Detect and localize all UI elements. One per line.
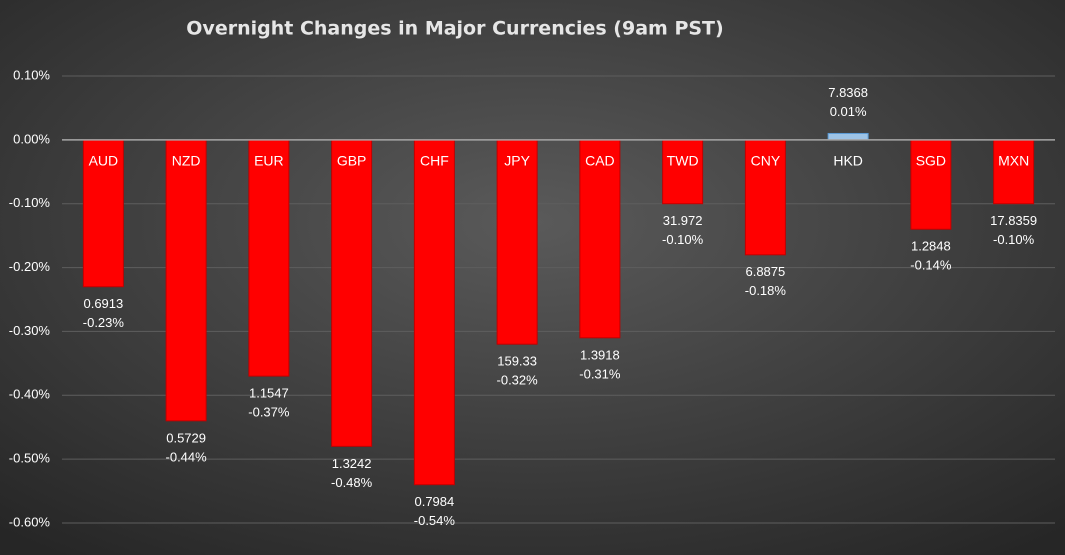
category-label: SGD <box>916 153 946 169</box>
value-label: -0.31% <box>579 366 621 381</box>
category-label: CHF <box>420 153 449 169</box>
value-label: -0.14% <box>910 258 952 273</box>
value-label: -0.18% <box>745 283 787 298</box>
rate-label: 0.7984 <box>414 494 454 509</box>
bar <box>744 139 786 256</box>
value-label: -0.10% <box>993 232 1035 247</box>
rate-label: 0.5729 <box>166 430 206 445</box>
y-tick-label: -0.50% <box>9 451 51 466</box>
rate-label: 17.8359 <box>990 213 1037 228</box>
value-label: 0.01% <box>830 104 867 119</box>
rate-label: 0.6913 <box>83 296 123 311</box>
value-label: -0.54% <box>414 513 456 528</box>
rate-label: 1.2848 <box>911 239 951 254</box>
category-label: GBP <box>337 153 367 169</box>
bar <box>827 132 869 141</box>
bar <box>496 139 538 345</box>
y-tick-label: 0.10% <box>13 67 50 82</box>
rate-label: 7.8368 <box>828 85 868 100</box>
rate-label: 31.972 <box>663 213 703 228</box>
bar <box>248 139 290 377</box>
chart-title: Overnight Changes in Major Currencies (9… <box>186 18 723 40</box>
y-tick-label: -0.60% <box>9 514 51 529</box>
category-label: CAD <box>585 153 615 169</box>
value-label: -0.32% <box>497 373 539 388</box>
bar <box>165 139 207 422</box>
category-label: EUR <box>254 153 284 169</box>
bar <box>331 139 373 447</box>
bar <box>993 139 1035 205</box>
category-label: CNY <box>751 153 781 169</box>
category-label: HKD <box>833 153 863 169</box>
y-tick-label: -0.40% <box>9 387 51 402</box>
y-tick-label: -0.30% <box>9 323 51 338</box>
value-label: -0.10% <box>662 232 704 247</box>
y-tick-label: -0.20% <box>9 259 51 274</box>
category-label: AUD <box>89 153 119 169</box>
value-label: -0.44% <box>166 449 208 464</box>
bar <box>662 139 704 205</box>
rate-label: 159.33 <box>497 354 537 369</box>
bar <box>413 139 455 486</box>
bar <box>579 139 621 339</box>
rate-label: 1.3242 <box>332 456 372 471</box>
rate-label: 1.1547 <box>249 386 289 401</box>
rate-label: 1.3918 <box>580 347 620 362</box>
value-label: -0.23% <box>83 315 125 330</box>
category-label: TWD <box>667 153 699 169</box>
value-label: -0.48% <box>331 475 373 490</box>
category-label: MXN <box>998 153 1029 169</box>
category-label: NZD <box>172 153 201 169</box>
y-tick-label: -0.10% <box>9 195 51 210</box>
bar <box>910 139 952 230</box>
y-tick-label: 0.00% <box>13 131 50 146</box>
category-label: JPY <box>504 153 530 169</box>
rate-label: 6.8875 <box>745 264 785 279</box>
value-label: -0.37% <box>248 405 290 420</box>
bar <box>82 139 124 288</box>
